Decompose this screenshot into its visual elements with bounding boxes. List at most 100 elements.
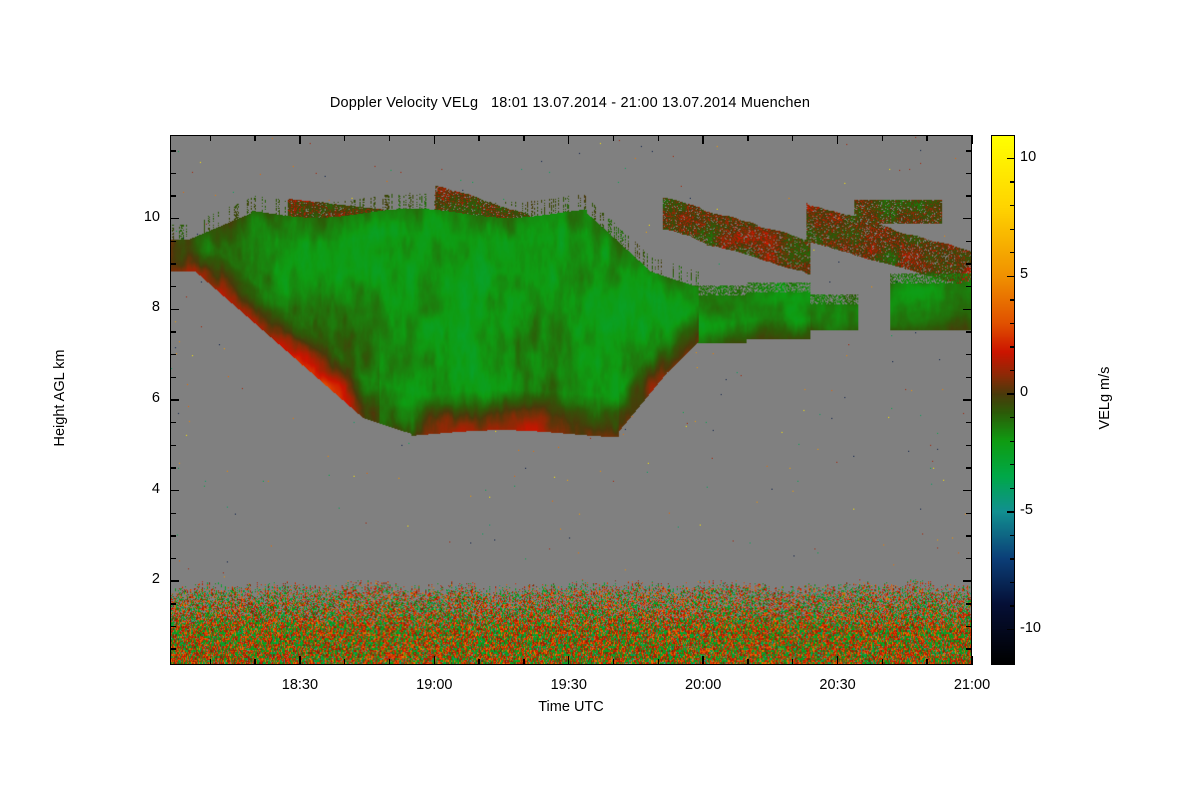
y-tick-right — [963, 308, 972, 311]
y-tick-right — [966, 467, 972, 469]
x-tick — [881, 659, 884, 665]
x-tick-top — [881, 135, 884, 141]
y-tick — [170, 286, 176, 288]
y-tick — [170, 150, 176, 152]
x-tick-top — [836, 135, 839, 144]
page-title: Doppler Velocity VELg 18:01 13.07.2014 -… — [329, 95, 811, 111]
colorbar-tick — [1010, 464, 1015, 466]
x-tick-label: 20:00 — [685, 677, 722, 693]
x-tick — [702, 656, 704, 665]
colorbar-tick — [1007, 628, 1015, 631]
y-tick — [170, 648, 176, 650]
colorbar-tick — [1010, 534, 1015, 537]
x-tick-top — [568, 135, 570, 144]
colorbar-tick — [1010, 581, 1015, 584]
y-tick — [170, 331, 176, 333]
x-tick — [254, 659, 256, 665]
y-tick-right — [966, 376, 972, 379]
x-tick-top — [433, 135, 436, 144]
y-tick-right — [963, 489, 972, 492]
y-tick-right — [966, 240, 972, 243]
x-tick-label: 21:00 — [953, 677, 991, 693]
x-tick-top — [344, 135, 346, 141]
y-tick-right — [966, 263, 972, 265]
x-tick — [299, 656, 301, 665]
colorbar-tick-label: -5 — [1020, 501, 1033, 518]
y-tick-right — [966, 150, 972, 152]
colorbar-tick — [1010, 204, 1015, 207]
y-tick — [170, 308, 179, 311]
y-tick — [170, 399, 179, 401]
colorbar-tick — [1007, 157, 1015, 160]
y-tick — [170, 512, 176, 514]
x-tick — [388, 659, 391, 665]
x-tick-top — [478, 135, 480, 141]
y-tick-right — [966, 648, 972, 650]
y-tick-right — [963, 399, 972, 401]
y-tick-right — [966, 286, 972, 288]
colorbar-tick — [1010, 181, 1015, 183]
x-tick — [747, 659, 749, 665]
x-tick — [344, 659, 346, 665]
y-tick — [170, 557, 176, 560]
colorbar-tick-label: -10 — [1020, 619, 1041, 636]
x-tick — [523, 659, 525, 665]
colorbar-title: VELg m/s — [1097, 366, 1113, 430]
x-tick-top — [792, 135, 794, 141]
y-tick-right — [963, 580, 972, 582]
x-tick — [971, 656, 973, 665]
x-tick-top — [299, 135, 301, 144]
y-tick — [170, 195, 176, 197]
colorbar-tick — [1010, 346, 1015, 348]
x-tick — [568, 656, 570, 665]
y-tick-right — [966, 331, 972, 333]
x-tick — [433, 656, 436, 665]
x-axis-title: Time UTC — [538, 699, 604, 715]
x-tick-top — [388, 135, 391, 141]
y-tick — [170, 172, 176, 175]
colorbar-tick — [1010, 369, 1015, 372]
y-tick-right — [966, 354, 972, 356]
colorbar-tick — [1010, 228, 1015, 230]
y-tick — [170, 421, 176, 424]
y-tick-right — [966, 444, 972, 446]
colorbar-tick — [1010, 322, 1015, 325]
y-tick — [170, 580, 179, 582]
x-tick-label: 20:30 — [819, 677, 856, 693]
y-axis-title: Height AGL km — [52, 349, 68, 447]
y-tick-label: 6 — [151, 390, 160, 406]
y-tick-right — [966, 557, 972, 560]
y-tick — [170, 467, 176, 469]
y-tick-label: 2 — [151, 571, 160, 588]
x-tick — [478, 659, 480, 665]
x-tick-top — [747, 135, 749, 141]
colorbar-tick-label: 5 — [1020, 266, 1029, 283]
colorbar-tick — [1010, 558, 1015, 560]
y-tick — [170, 218, 179, 220]
y-tick — [170, 263, 176, 265]
x-tick — [926, 659, 928, 665]
y-tick — [170, 376, 176, 379]
colorbar-tick — [1010, 487, 1015, 490]
y-tick — [170, 444, 176, 446]
y-tick — [170, 240, 176, 243]
x-tick — [792, 659, 794, 665]
colorbar-tick — [1010, 299, 1015, 301]
x-tick-top — [926, 135, 928, 141]
y-tick — [170, 625, 176, 628]
y-tick-label: 10 — [143, 208, 160, 225]
y-tick-right — [966, 421, 972, 424]
colorbar-tick-label: 10 — [1020, 148, 1037, 165]
x-tick — [836, 656, 839, 665]
y-tick — [170, 489, 179, 492]
x-tick-top — [702, 135, 704, 144]
plot-area — [170, 135, 972, 665]
x-tick-top — [971, 135, 973, 144]
x-tick — [209, 659, 211, 665]
x-tick — [612, 659, 615, 665]
colorbar-tick — [1007, 393, 1015, 395]
y-tick-label: 4 — [151, 480, 160, 497]
y-tick-label: 8 — [151, 299, 160, 316]
heatmap-canvas — [171, 136, 971, 664]
